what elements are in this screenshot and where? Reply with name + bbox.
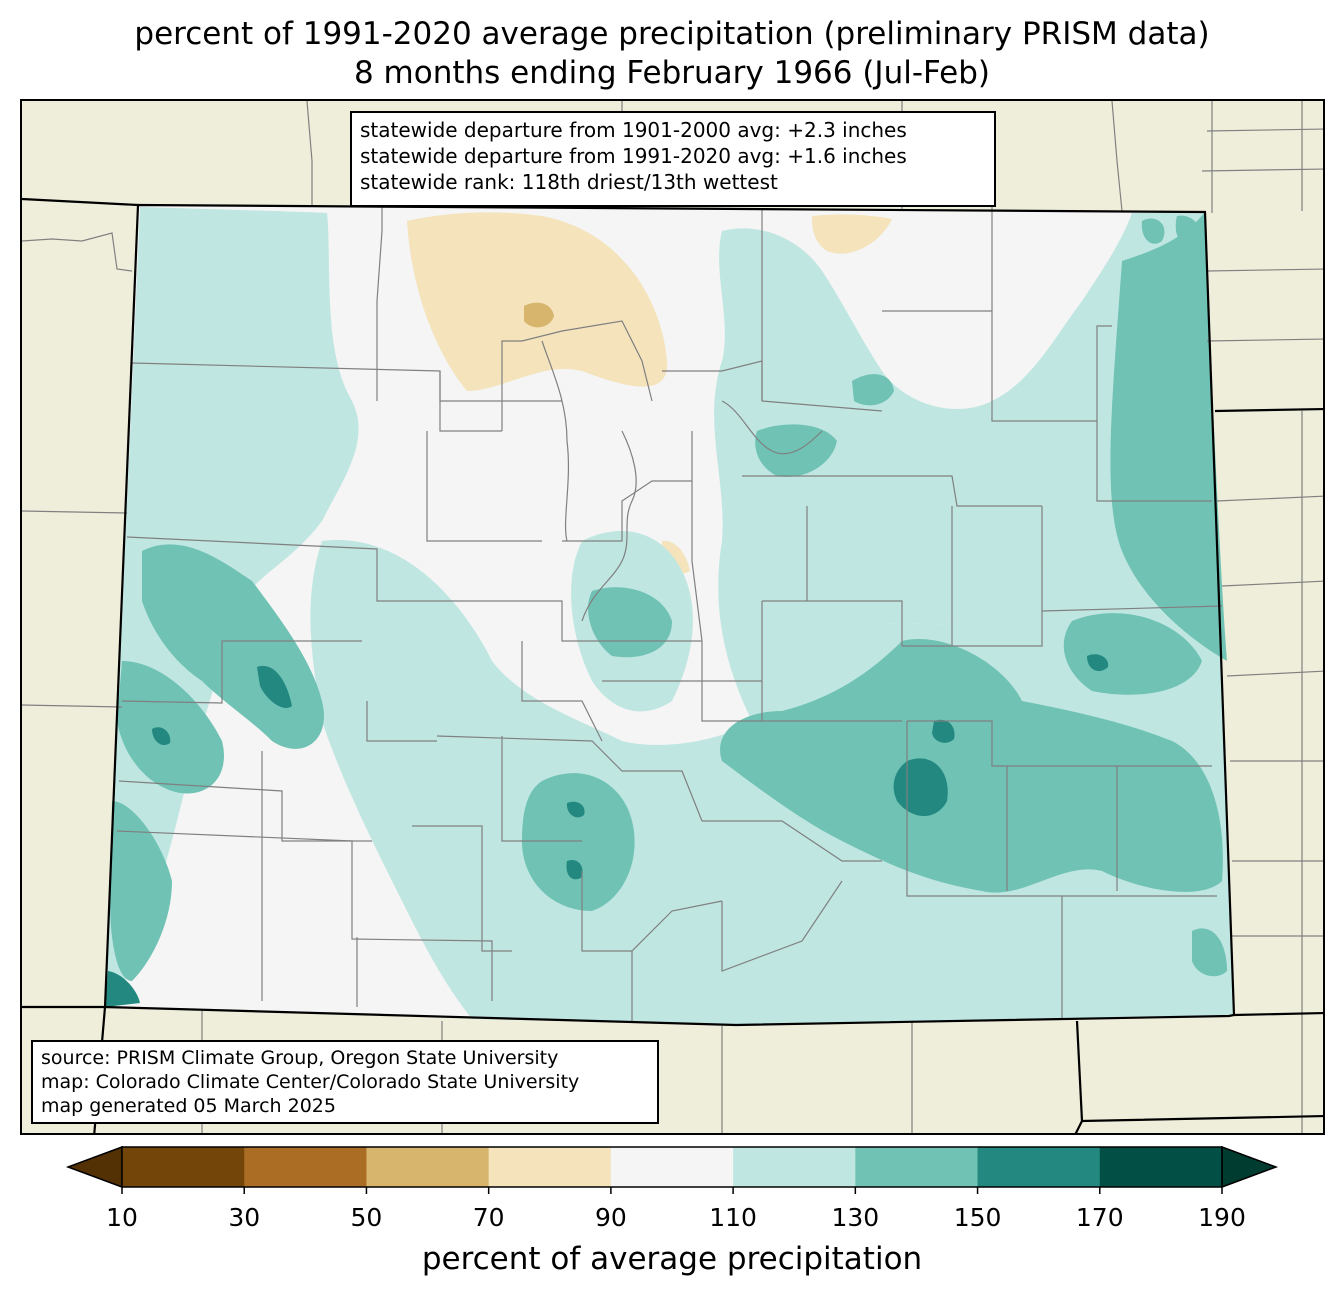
stat-departure-1901-2000: statewide departure from 1901-2000 avg: … [360, 118, 907, 142]
neighbor-county-lines [22, 101, 1323, 1133]
colorbar-tick-label: 150 [953, 1203, 1002, 1232]
map-svg [22, 101, 1323, 1133]
credit-source: source: PRISM Climate Group, Oregon Stat… [41, 1047, 559, 1069]
colorbar-bin-130-150 [855, 1147, 979, 1187]
colorbar-tick-label: 110 [709, 1203, 757, 1232]
colorbar-tick-label: 170 [1075, 1203, 1124, 1232]
colorbar-outline [121, 1146, 1223, 1188]
colorbar-bin-110-130 [733, 1147, 856, 1187]
colorbar-tick-label: 10 [106, 1203, 138, 1232]
map-title-line1: percent of 1991-2020 average precipitati… [134, 16, 1210, 52]
colorbar-bin-50-70 [366, 1147, 490, 1187]
dry-area-50-70 [524, 302, 554, 328]
colorbar-bin-30-50 [244, 1147, 367, 1187]
colorbar-tick-label: 130 [831, 1203, 880, 1232]
colorbar-under-arrow [65, 1145, 123, 1189]
credits-box: source: PRISM Climate Group, Oregon Stat… [31, 1040, 659, 1124]
colorbar-bin-150-170 [977, 1147, 1101, 1187]
colorbar-tick-label: 50 [350, 1203, 383, 1232]
colorbar-bin-10-30 [122, 1147, 245, 1187]
colorbar-tick-label: 70 [472, 1203, 505, 1232]
colorbar [65, 1145, 1279, 1194]
dry-areas-70-90 [407, 212, 892, 574]
colorbar-tick-label: 90 [594, 1203, 627, 1232]
stat-departure-1991-2020: statewide departure from 1991-2020 avg: … [360, 144, 907, 168]
map-panel [20, 99, 1325, 1135]
credit-map: map: Colorado Climate Center/Colorado St… [41, 1071, 580, 1093]
colorbar-bins [65, 1145, 1279, 1194]
credit-generated: map generated 05 March 2025 [41, 1095, 336, 1117]
colorbar-bin-170-190 [1099, 1147, 1223, 1187]
colorbar-tick-label: 30 [228, 1203, 261, 1232]
colorbar-bin-90-110 [610, 1147, 734, 1187]
wet-areas-130-150 [110, 212, 1227, 981]
colorbar-label: percent of average precipitation [421, 1241, 923, 1277]
map-title-line2: 8 months ending February 1966 (Jul-Feb) [353, 55, 990, 91]
colorbar-tick-label: 190 [1198, 1203, 1246, 1232]
county-lines [116, 201, 1223, 1021]
statewide-stats-box: statewide departure from 1901-2000 avg: … [350, 111, 996, 207]
colorbar-over-arrow [1221, 1145, 1279, 1189]
colorbar-bin-70-90 [488, 1147, 612, 1187]
stat-rank: statewide rank: 118th driest/13th wettes… [360, 170, 778, 194]
